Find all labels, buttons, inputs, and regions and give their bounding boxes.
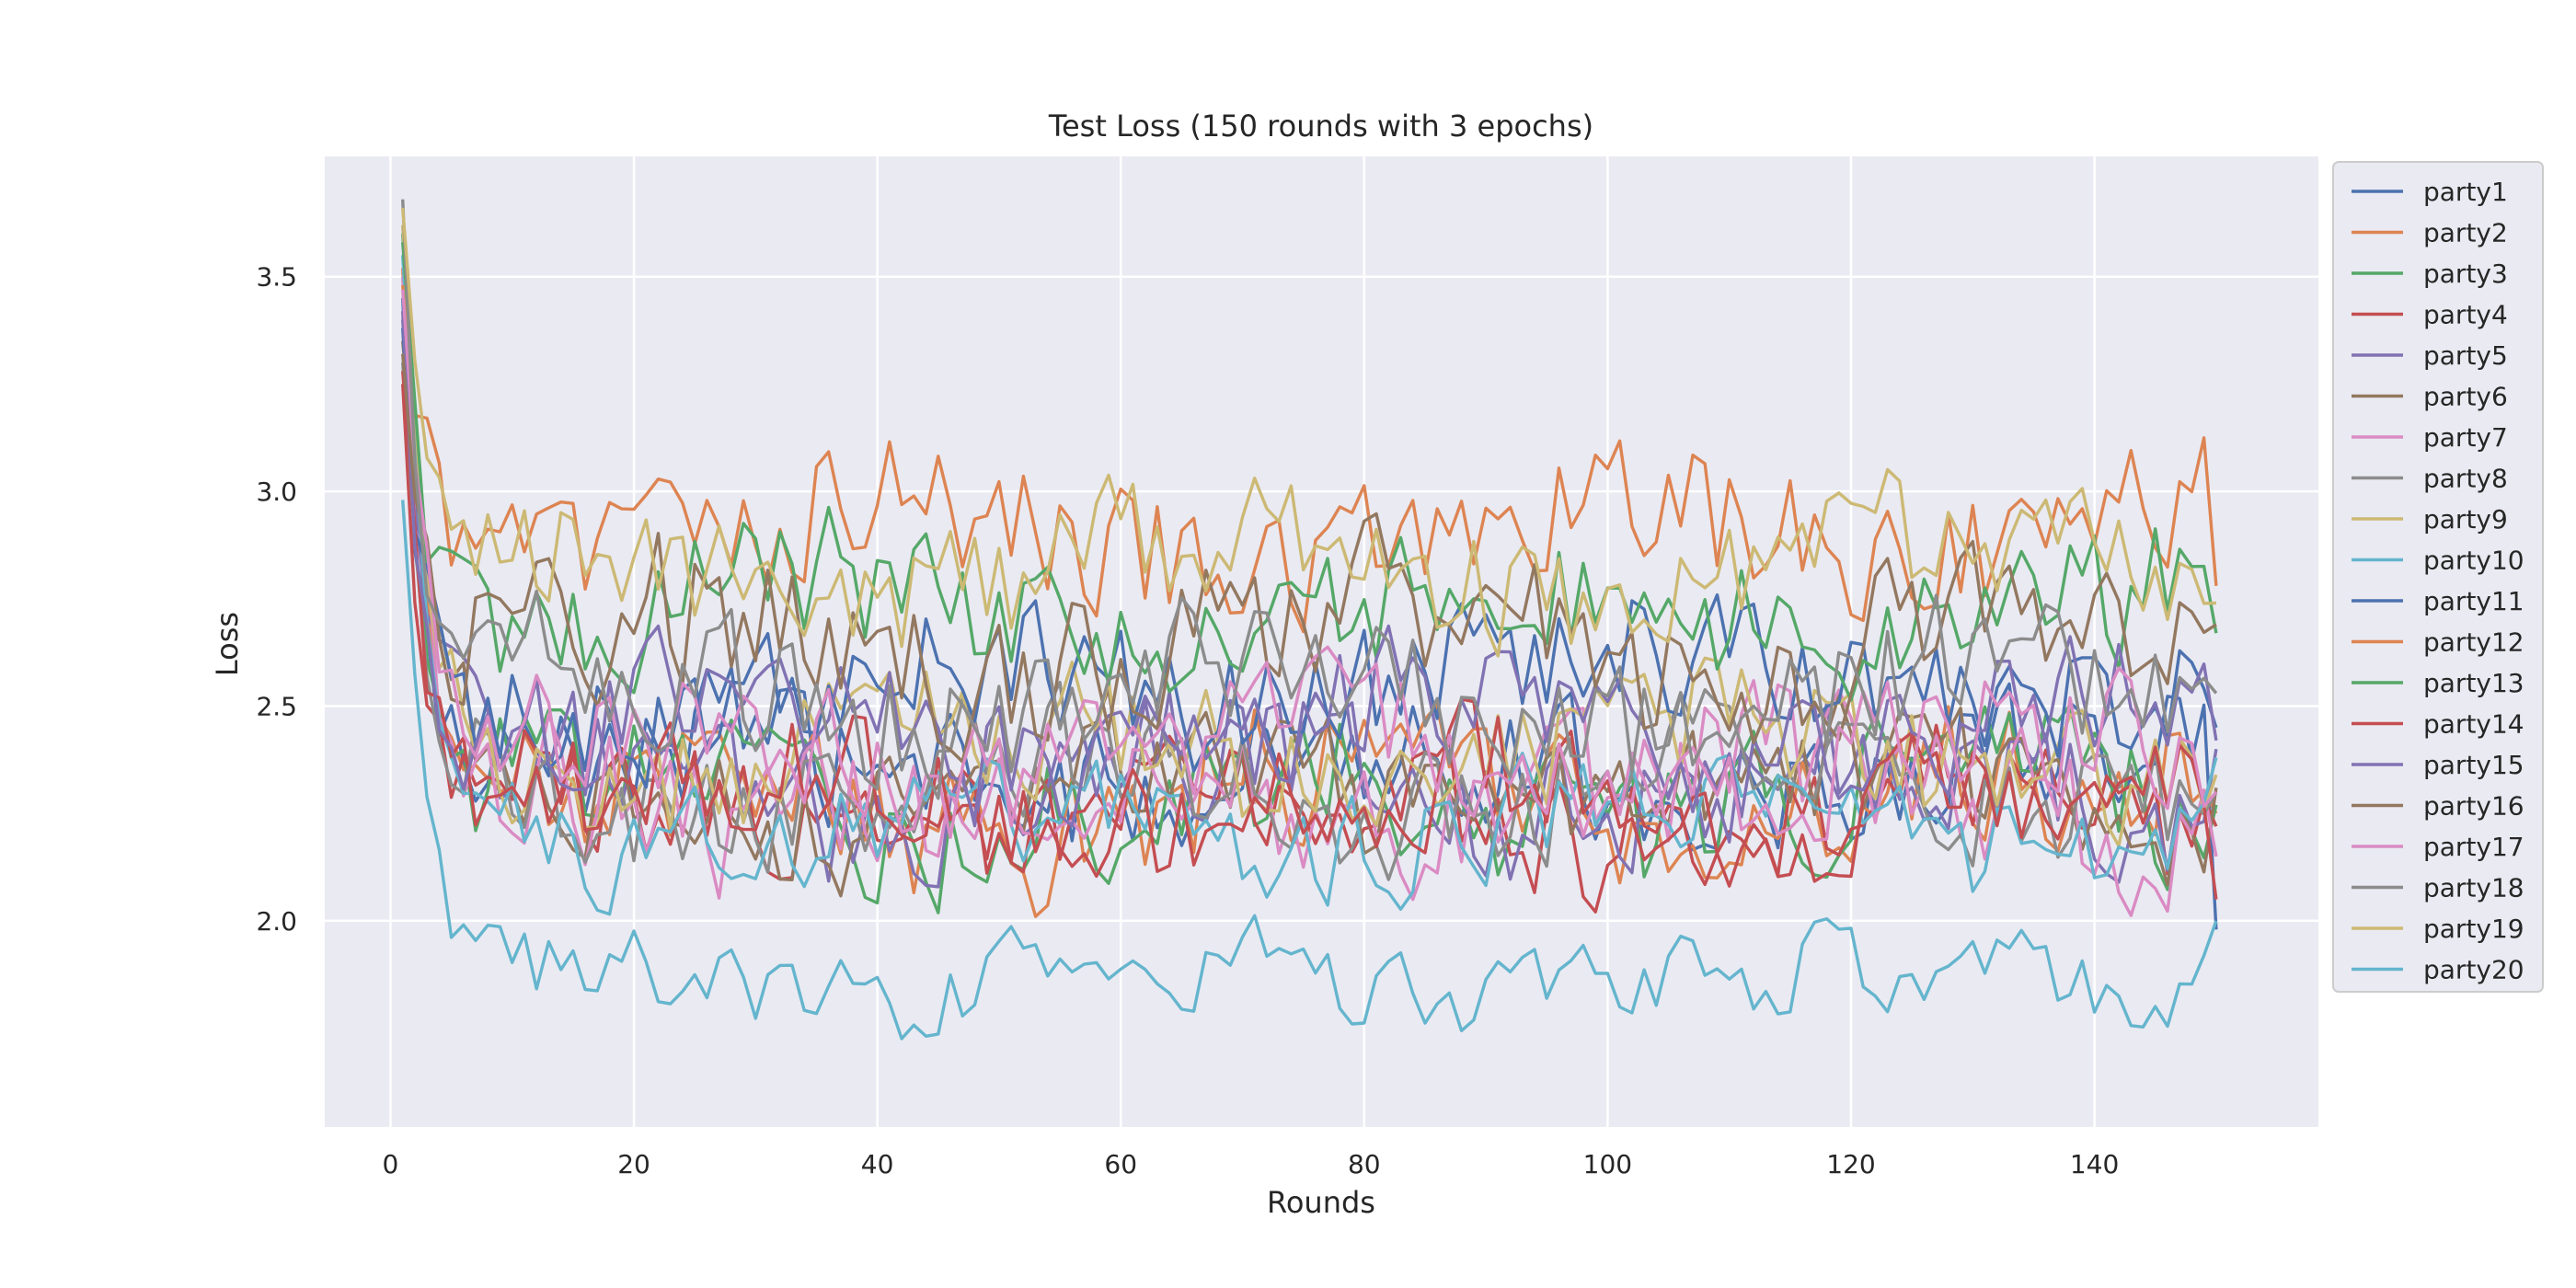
legend-label-party19: party19 [2423, 914, 2524, 944]
legend-label-party20: party20 [2423, 955, 2524, 985]
x-tick-label: 40 [861, 1149, 894, 1179]
legend-label-party8: party8 [2423, 464, 2508, 494]
series-line-party18 [401, 199, 2218, 800]
legend-label-party2: party2 [2423, 218, 2508, 248]
x-tick-label: 0 [383, 1149, 399, 1179]
legend-label-party18: party18 [2423, 873, 2524, 903]
series-line-party10 [401, 255, 2218, 916]
y-tick-label: 3.5 [256, 262, 297, 293]
legend-frame [2332, 161, 2544, 993]
legend: party1 party2 party3 party4 party5 party6 part… [2332, 161, 2544, 993]
legend-label-party13: party13 [2423, 668, 2524, 698]
series-line-party19 [401, 207, 2216, 658]
legend-label-party15: party15 [2423, 750, 2524, 780]
legend-label-party9: party9 [2423, 504, 2508, 535]
series-lines [401, 199, 2218, 1041]
legend-label-party5: party5 [2423, 340, 2508, 371]
series-line-party20 [401, 500, 2218, 1041]
y-tick-label: 2.0 [256, 906, 297, 937]
x-tick-label: 120 [1826, 1149, 1875, 1179]
series-line-party9 [401, 224, 2218, 848]
x-tick-label: 20 [617, 1149, 650, 1179]
legend-label-party12: party12 [2423, 627, 2524, 658]
legend-label-party16: party16 [2423, 791, 2524, 822]
x-tick-label: 100 [1583, 1149, 1632, 1179]
y-axis-title: Loss [210, 612, 245, 676]
series-line-party16 [401, 353, 2217, 764]
series-line-party14 [401, 371, 2218, 900]
tick-labels: 0 20 40 60 80 100 120 140 2.0 2.5 3.0 3.5 [256, 262, 2119, 1179]
series-line-party15 [401, 311, 2218, 828]
legend-label-party1: party1 [2423, 177, 2508, 207]
legend-label-party14: party14 [2423, 709, 2524, 740]
x-axis-title: Rounds [1267, 1185, 1375, 1220]
legend-label-party3: party3 [2423, 259, 2508, 289]
y-tick-label: 3.0 [256, 477, 297, 507]
x-tick-label: 140 [2070, 1149, 2119, 1179]
legend-label-party4: party4 [2423, 300, 2508, 330]
legend-label-party11: party11 [2423, 586, 2524, 616]
legend-label-party6: party6 [2423, 382, 2508, 412]
x-tick-label: 80 [1348, 1149, 1381, 1179]
legend-label-party7: party7 [2423, 422, 2508, 453]
y-tick-label: 2.5 [256, 692, 297, 722]
legend-label-party17: party17 [2423, 832, 2524, 862]
legend-items: party1 party2 party3 party4 party5 party6 part… [2352, 177, 2524, 985]
series-line-party17 [401, 289, 2218, 843]
x-tick-label: 60 [1104, 1149, 1137, 1179]
legend-label-party10: party10 [2423, 546, 2524, 576]
chart-title: Test Loss (150 rounds with 3 epochs) [1048, 109, 1593, 144]
